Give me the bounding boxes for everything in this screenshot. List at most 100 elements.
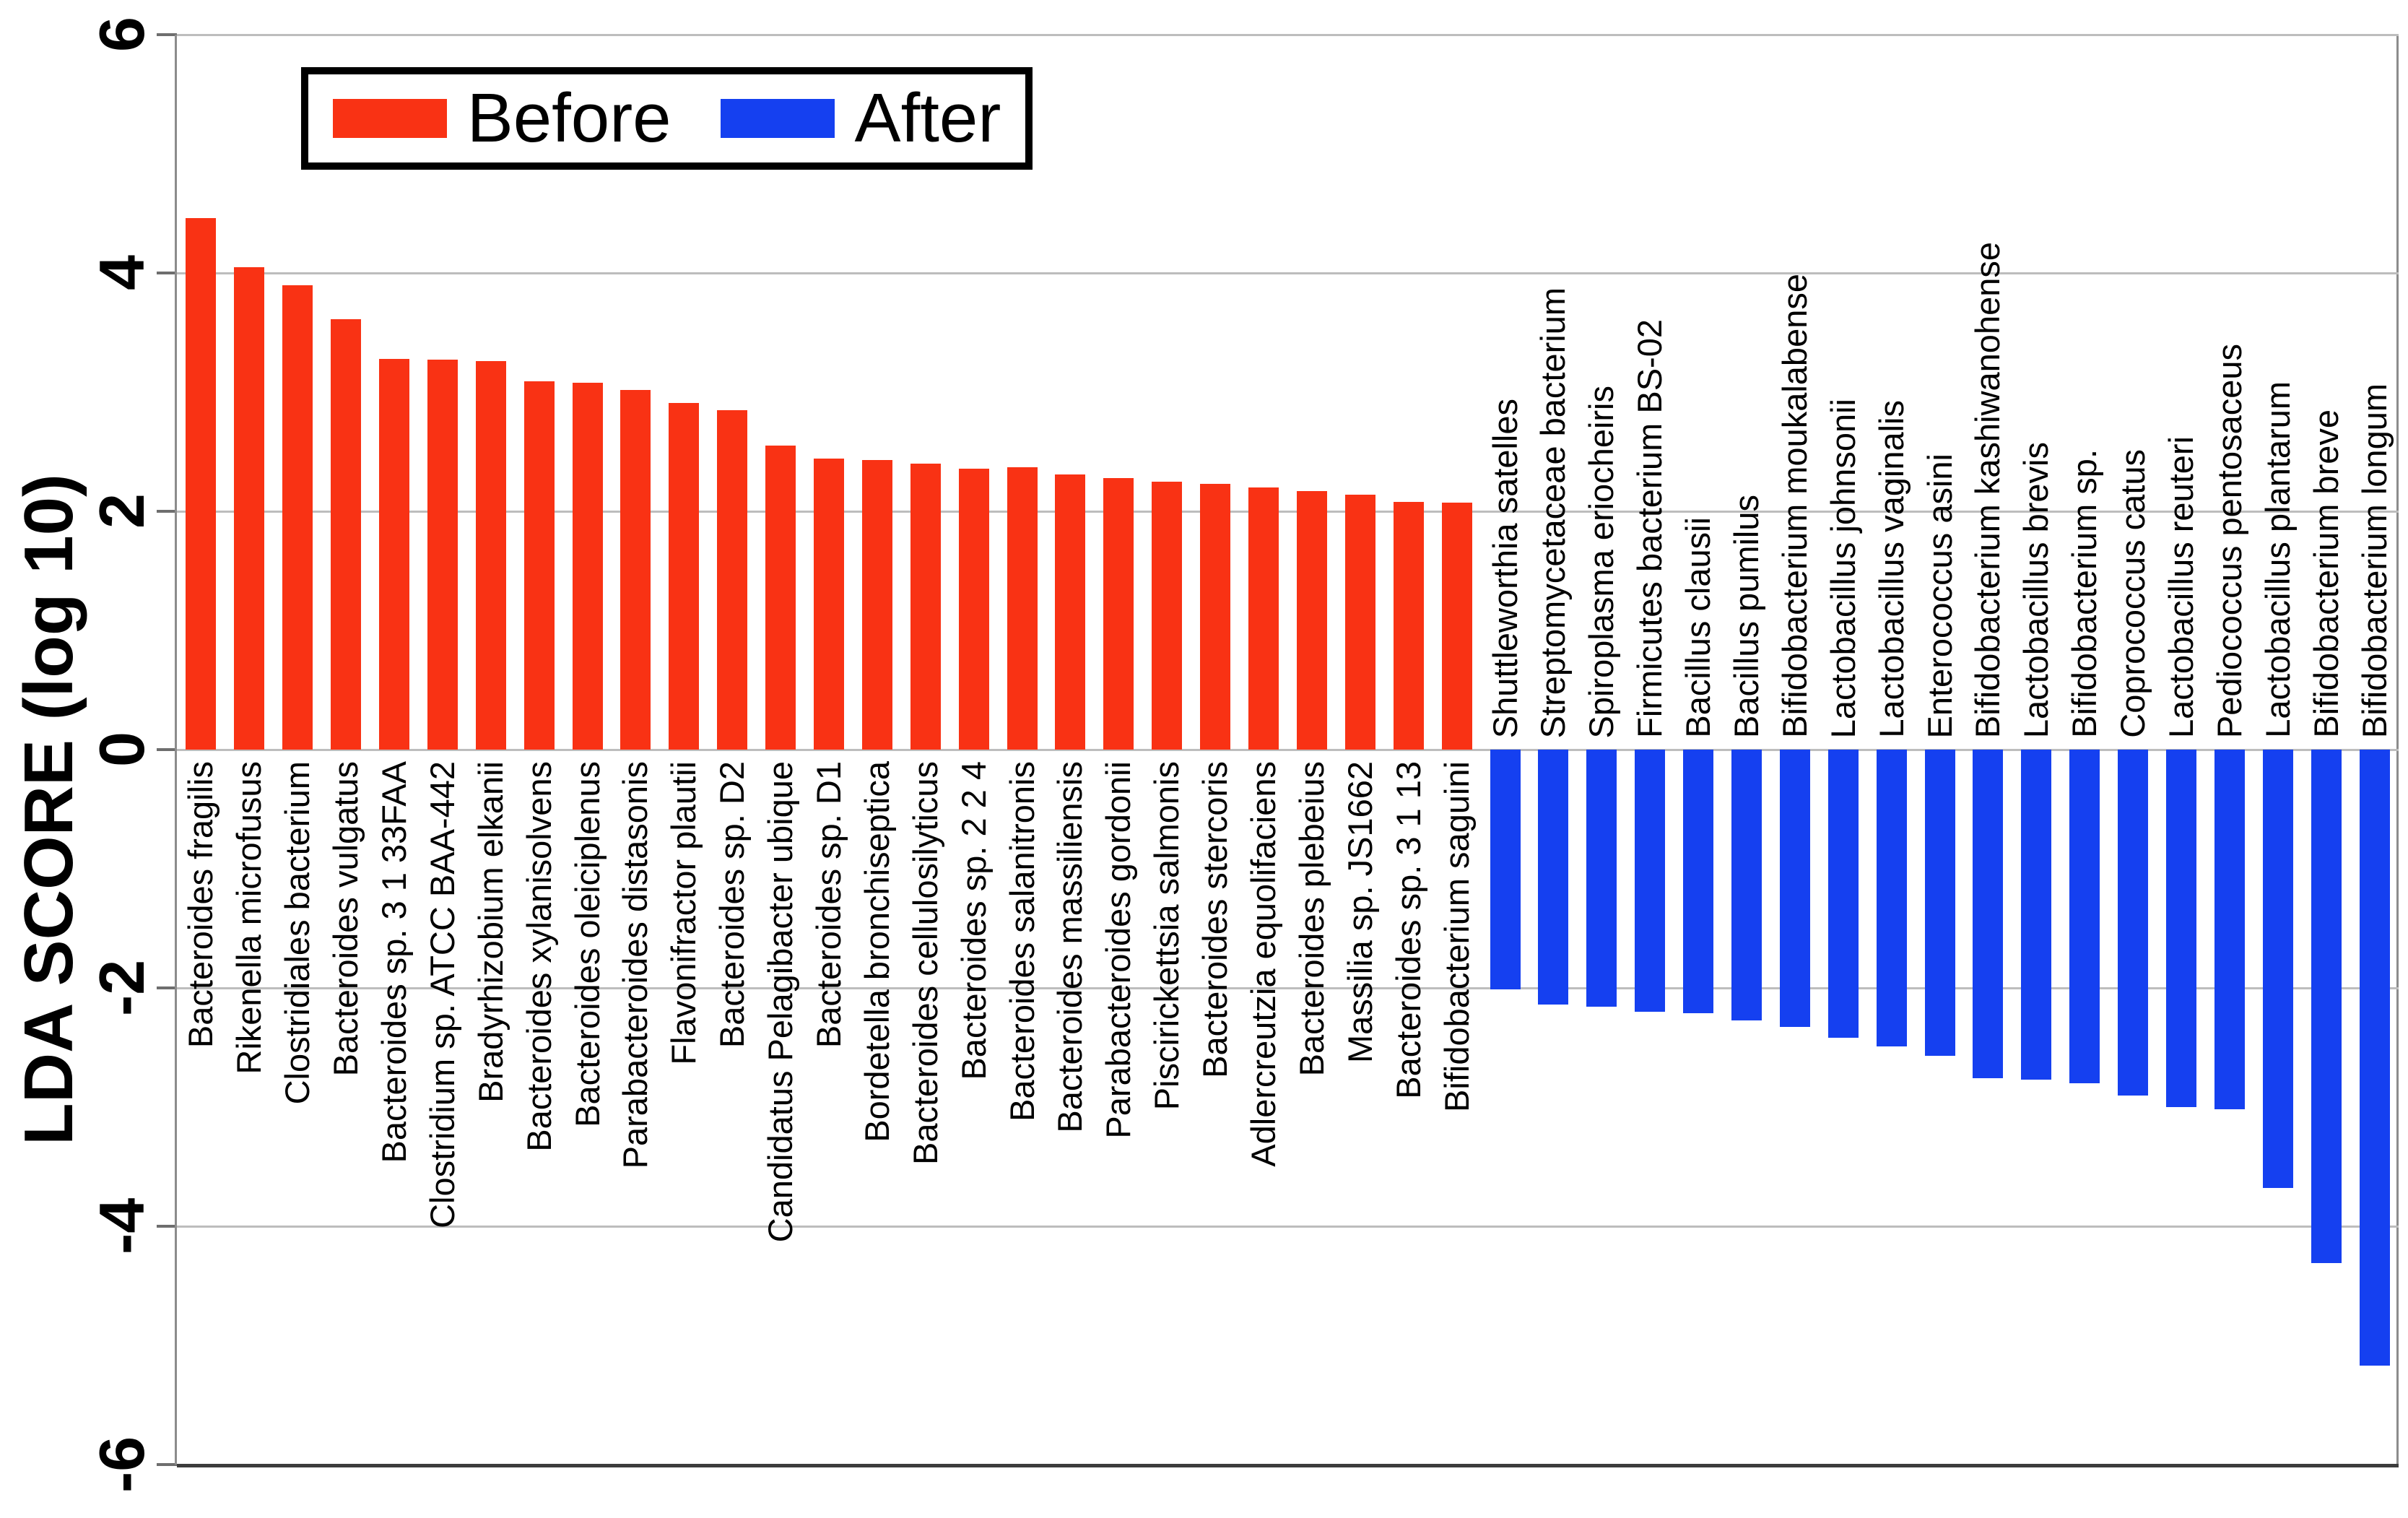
- category-label: Bacteroides plebeius: [1292, 761, 1331, 1077]
- category-label: Bifidobacterium kashiwanohense: [1968, 241, 2007, 738]
- category-label: Bacteroides massiliensis: [1051, 761, 1090, 1133]
- bar: [1248, 487, 1279, 750]
- category-label: Lactobacillus vaginalis: [1872, 400, 1911, 738]
- y-tick-mark: [157, 272, 177, 274]
- category-label: Lactobacillus reuteri: [2161, 436, 2200, 738]
- y-tick-label: 4: [86, 255, 157, 291]
- bar: [1007, 467, 1038, 750]
- legend-item-label: Before: [466, 79, 671, 157]
- category-label: Bordetella bronchiseptica: [857, 761, 896, 1142]
- gridline-y-6: [177, 1464, 2399, 1467]
- gridline-y6: [177, 34, 2399, 36]
- category-label: Lactobacillus johnsonii: [1823, 398, 1862, 738]
- category-label: Bacteroides sp. 3 1 13: [1388, 761, 1427, 1099]
- bar: [1538, 750, 1569, 1005]
- category-label: Pediococcus pentosaceus: [2209, 343, 2248, 738]
- y-tick-mark: [157, 748, 177, 751]
- y-axis-title: LDA SCORE (log 10): [10, 474, 87, 1145]
- bar: [1876, 750, 1907, 1046]
- gridline-y4: [177, 272, 2399, 274]
- category-label: Lactobacillus plantarum: [2258, 381, 2297, 738]
- gridline-y2: [177, 510, 2399, 513]
- bar: [331, 319, 362, 750]
- category-label: Bacteroides vulgatus: [326, 761, 365, 1077]
- bar: [1344, 494, 1375, 750]
- category-label: Bradyrhizobium elkanii: [471, 761, 510, 1103]
- y-tick-label: -4: [86, 1197, 157, 1255]
- bar: [910, 464, 941, 750]
- y-tick-label: 2: [86, 493, 157, 529]
- legend-swatch-before: [332, 99, 447, 138]
- category-label: Massilia sp. JS1662: [1340, 761, 1379, 1063]
- bar: [1731, 750, 1762, 1020]
- y-tick-label: 0: [86, 732, 157, 768]
- legend-swatch-after: [720, 99, 835, 138]
- bar: [1441, 503, 1472, 750]
- bar: [427, 360, 458, 750]
- y-tick-label: -6: [86, 1436, 157, 1493]
- y-tick-mark: [157, 33, 177, 36]
- category-label: Spiroplasma eriocheiris: [1582, 385, 1621, 738]
- bar: [1635, 750, 1666, 1012]
- category-label: Rikenella microfusus: [230, 761, 269, 1075]
- y-tick-mark: [157, 986, 177, 989]
- bar: [1103, 477, 1134, 750]
- bar: [958, 468, 989, 750]
- category-label: Streptomycetaceae bacterium: [1534, 287, 1573, 738]
- category-label: Candidatus Pelagibacter ubique: [761, 761, 800, 1243]
- category-label: Bifidobacterium sp.: [2065, 449, 2104, 738]
- category-label: Bifidobacterium moukalabense: [1775, 274, 1814, 738]
- bar: [1200, 484, 1231, 750]
- category-label: Shuttleworthia satelles: [1485, 398, 1524, 738]
- category-label: Parabacteroides distasonis: [616, 761, 655, 1169]
- category-label: Clostridium sp. ATCC BAA-442: [422, 761, 461, 1228]
- plot-area: Bacteroides fragilis Rikenella microfusus…: [175, 34, 2399, 1467]
- category-label: Bacteroides fragilis: [181, 761, 220, 1049]
- bar: [1827, 750, 1859, 1038]
- category-label: Flavonifractor plautii: [664, 761, 703, 1065]
- y-tick-mark: [157, 1225, 177, 1228]
- legend: Before After: [301, 67, 1033, 170]
- bar: [475, 361, 506, 750]
- bar: [1296, 490, 1327, 750]
- gridline-y-2: [177, 986, 2399, 989]
- category-label: Enterococcus asini: [1920, 453, 1959, 738]
- bar: [2311, 750, 2342, 1264]
- category-label: Clostridiales bacterium: [278, 761, 317, 1105]
- category-label: Firmicutes bacterium BS-02: [1630, 319, 1669, 738]
- bar: [572, 382, 603, 750]
- legend-item-label: After: [854, 79, 1001, 157]
- bar: [2118, 750, 2149, 1096]
- bar: [669, 402, 700, 750]
- bar: [234, 266, 265, 750]
- category-label: Lactobacillus brevis: [2017, 441, 2056, 738]
- category-label: Bacteroides sp. D2: [713, 761, 752, 1049]
- gridline-y-4: [177, 1226, 2399, 1228]
- bar: [2021, 750, 2052, 1080]
- bar: [186, 218, 217, 750]
- bar: [1973, 750, 2004, 1079]
- category-label: Bacteroides salanitronis: [1002, 761, 1041, 1122]
- category-label: Bacteroides sp. 2 2 4: [954, 761, 993, 1080]
- gridline-y0: [177, 749, 2399, 751]
- bar: [2262, 750, 2293, 1189]
- bar: [1779, 750, 1810, 1028]
- y-tick-label: -2: [86, 959, 157, 1017]
- bar: [1924, 750, 1955, 1057]
- bar: [1586, 750, 1617, 1007]
- y-tick-label: 6: [86, 17, 157, 53]
- bar: [1393, 501, 1424, 750]
- category-label: Bifidobacterium breve: [2306, 409, 2345, 738]
- category-label: Coprococcus catus: [2113, 449, 2152, 738]
- category-label: Bacteroides sp. 3 1 33FAA: [375, 761, 413, 1163]
- bar: [282, 285, 313, 750]
- category-label: Bacillus pumilus: [1726, 495, 1765, 738]
- bar: [1683, 750, 1714, 1013]
- bar: [1490, 750, 1521, 989]
- category-label: Bacteroides stercoris: [1196, 761, 1235, 1078]
- bar: [717, 409, 748, 750]
- y-axis-line: [175, 35, 177, 1465]
- bar: [1152, 481, 1183, 750]
- bar: [2359, 750, 2390, 1366]
- y-tick-mark: [157, 510, 177, 513]
